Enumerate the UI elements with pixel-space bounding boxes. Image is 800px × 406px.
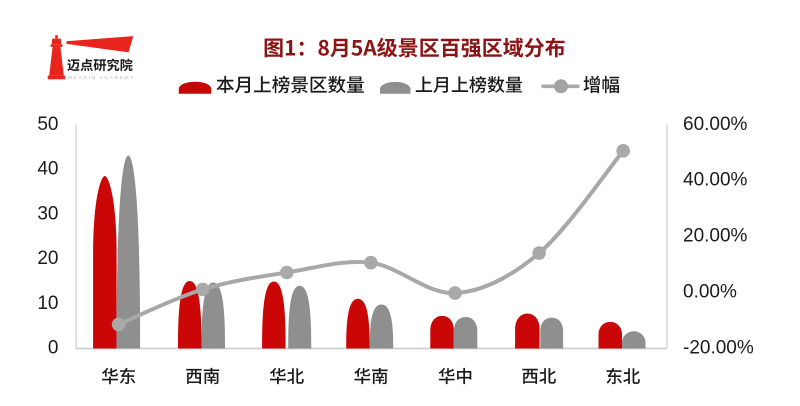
svg-text:20.00%: 20.00%	[683, 226, 748, 247]
svg-text:30: 30	[37, 203, 58, 224]
svg-text:10: 10	[37, 293, 58, 314]
svg-text:40: 40	[37, 159, 58, 180]
svg-text:40.00%: 40.00%	[683, 170, 748, 191]
svg-text:0: 0	[48, 338, 59, 359]
svg-text:60.00%: 60.00%	[683, 114, 748, 135]
svg-text:20: 20	[37, 248, 58, 269]
svg-text:-20.00%: -20.00%	[683, 338, 754, 359]
svg-text:MEADIN ACADEMY: MEADIN ACADEMY	[68, 75, 135, 81]
svg-text:0.00%: 0.00%	[683, 282, 737, 303]
svg-text:50: 50	[37, 114, 58, 135]
